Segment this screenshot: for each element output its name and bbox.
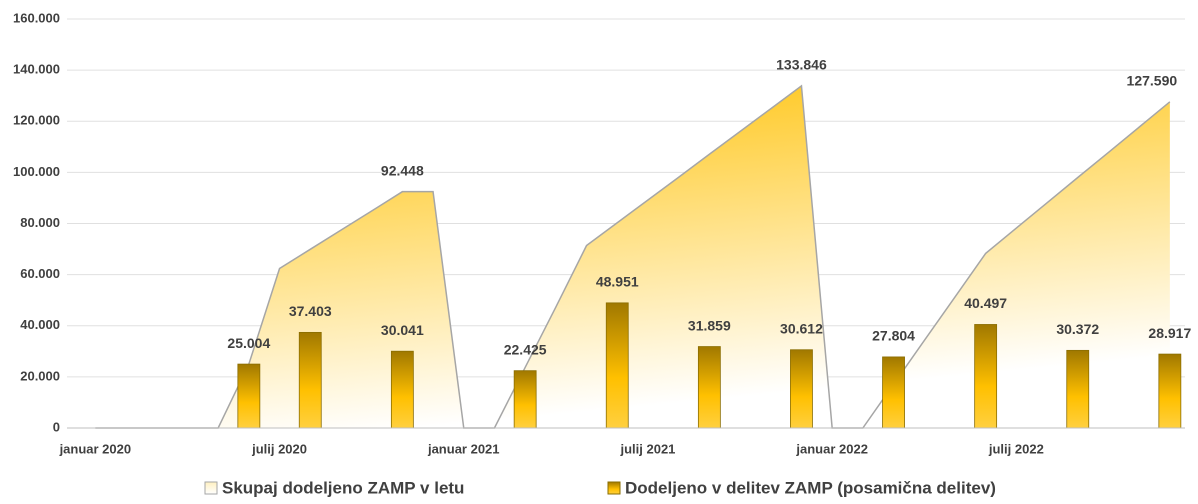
bar [237, 363, 261, 429]
bar [390, 350, 414, 429]
bar [1066, 349, 1090, 429]
x-tick-label: julij 2022 [988, 441, 1044, 456]
data-label: 25.004 [227, 335, 270, 351]
data-label: 27.804 [872, 328, 915, 344]
x-tick-label: julij 2021 [619, 441, 675, 456]
legend-swatch [607, 481, 621, 495]
data-label: 133.846 [776, 57, 827, 73]
y-tick-label: 140.000 [13, 62, 60, 77]
bar [605, 302, 629, 429]
y-tick-label: 0 [53, 419, 60, 434]
data-label: 40.497 [964, 295, 1007, 311]
bar [1158, 353, 1182, 429]
data-label: 22.425 [504, 341, 547, 357]
data-label: 30.372 [1056, 321, 1099, 337]
y-tick-label: 60.000 [20, 266, 60, 281]
y-tick-label: 100.000 [13, 164, 60, 179]
legend-swatch [204, 481, 218, 495]
bar [697, 346, 721, 429]
bar [513, 370, 537, 429]
data-label: 28.917 [1148, 325, 1191, 341]
area [95, 85, 1170, 428]
y-tick-label: 80.000 [20, 215, 60, 230]
data-label: 37.403 [289, 303, 332, 319]
bar [298, 331, 322, 429]
bar [790, 349, 813, 429]
bar [882, 356, 905, 429]
data-label: 48.951 [596, 274, 639, 290]
data-label: 31.859 [688, 317, 731, 333]
x-tick-label: julij 2020 [251, 441, 307, 456]
area-line [95, 84, 1171, 429]
data-label: 30.041 [381, 322, 424, 338]
x-tick-label: januar 2020 [59, 441, 132, 456]
x-tick-label: januar 2022 [795, 441, 868, 456]
bar [974, 324, 998, 429]
data-label: 30.612 [780, 320, 823, 336]
y-tick-label: 40.000 [20, 317, 60, 332]
legend-label: Dodeljeno v delitev ZAMP (posamična deli… [625, 478, 996, 497]
legend-label: Skupaj dodeljeno ZAMP v letu [222, 478, 464, 497]
data-label: 92.448 [381, 162, 424, 178]
y-tick-label: 120.000 [13, 113, 60, 128]
data-label: 127.590 [1127, 73, 1178, 89]
y-tick-label: 20.000 [20, 368, 60, 383]
y-tick-label: 160.000 [13, 10, 60, 25]
x-tick-label: januar 2021 [427, 441, 500, 456]
